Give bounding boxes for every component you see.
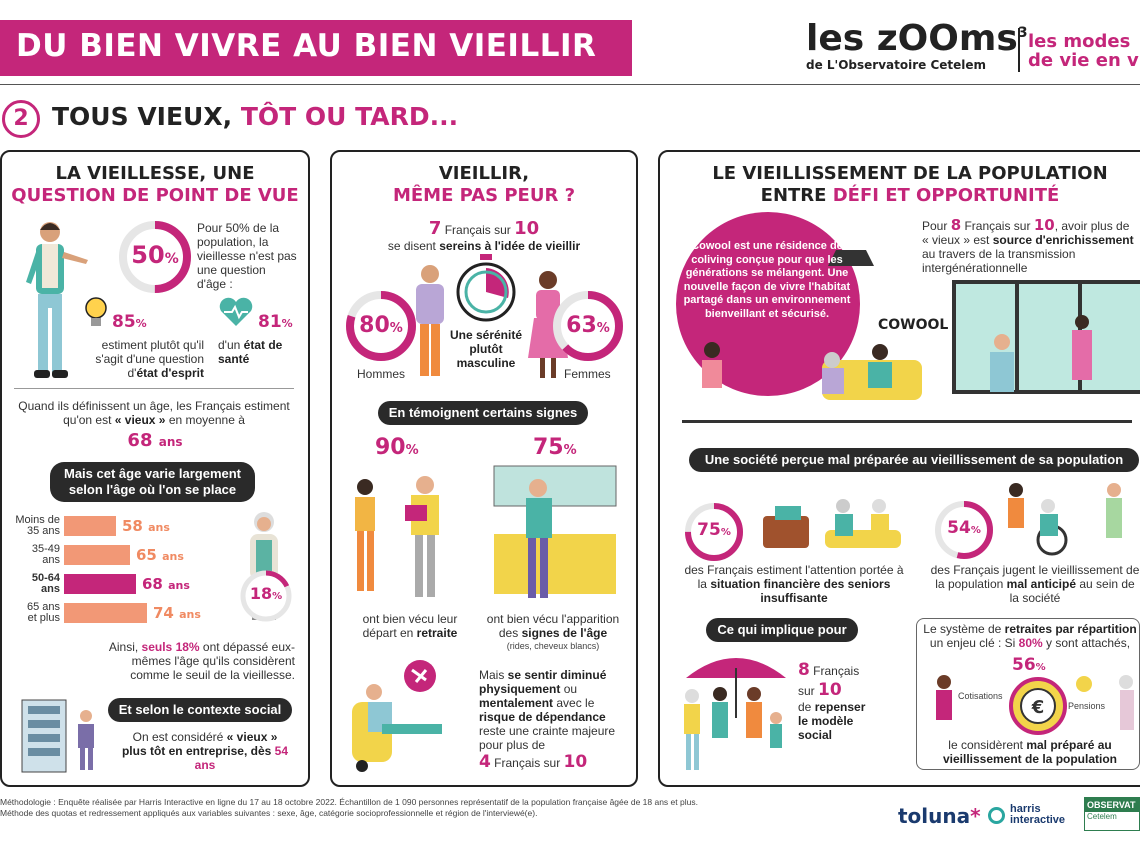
observatoire-logo[interactable]: OBSERVAT Cetelem: [1084, 797, 1140, 831]
cotisations-label: Cotisations: [958, 691, 1003, 701]
stat-85-text: estiment plutôt qu'il s'agit d'une quest…: [95, 338, 204, 380]
signes-value: 75%: [533, 435, 577, 460]
section-number-badge: 2: [2, 100, 40, 138]
retraites-value: 56%: [1012, 655, 1046, 675]
bar-value: 74 ans: [153, 604, 201, 622]
age-definition-text: Quand ils définissent un âge, les França…: [18, 399, 290, 427]
heart-icon: [219, 297, 253, 326]
femmes-value: 63%: [566, 313, 610, 338]
bar-label: Moins de 35 ans: [15, 514, 60, 537]
enrichissement-text: Pour 8 Français sur 10, avoir plus de « …: [922, 216, 1134, 276]
hommes-label: Hommes: [357, 367, 406, 381]
zooms-logo-subtitle: de L'Observatoire Cetelem: [806, 58, 987, 72]
ring-18-percent: [240, 570, 292, 622]
age-bar-chart: Moins de 35 ans 58 ans 35-49 ans 65 ans 50-64 a…: [0, 514, 310, 634]
stat-18-value: 18%: [249, 584, 283, 603]
bar-value: 58 ans: [122, 517, 170, 535]
page-banner: DU BIEN VIVRE AU BIEN VIEILLIR: [0, 20, 632, 76]
retraite-value: 90%: [375, 435, 419, 460]
series-title: les modes de vie en v: [1028, 31, 1139, 71]
toluna-logo[interactable]: toluna*: [898, 804, 981, 828]
bar-value: 65 ans: [136, 546, 184, 564]
pensions-label: Pensions: [1068, 701, 1106, 711]
hommes-value: 80%: [359, 313, 403, 338]
cowool-description: Cowool est une résidence de coliving con…: [683, 240, 851, 320]
methodology-note: Méthodologie : Enquête réalisée par Harr…: [0, 797, 698, 818]
toluna-star-icon: *: [970, 804, 981, 828]
stat-85-value: 85%: [112, 312, 147, 332]
ring-63-femmes: [553, 291, 623, 361]
panel3-title: LE VIEILLISSEMENT DE LA POPULATION ENTRE …: [712, 163, 1108, 206]
header-divider: [0, 84, 1140, 85]
cowool-logo: COWOOL: [878, 317, 949, 333]
serenite-masculine: Une sérénité plutôt masculine: [449, 328, 523, 370]
office-building-illustration: [21, 699, 94, 773]
coliving-scene-illustration: [676, 212, 1140, 423]
stat-54-text: des Français jugent le vieillissement de…: [930, 563, 1140, 605]
signes-note: (rides, cheveux blancs): [506, 641, 600, 651]
stat-18-text: Ainsi, seuls 18% ont dépassé eux-mêmes l…: [108, 640, 295, 682]
bar-value: 68 ans: [142, 575, 190, 593]
dependance-text: Mais se sentir diminué physiquement ou m…: [479, 668, 616, 752]
stat-50-text: Pour 50% de la population, la vieillesse…: [197, 221, 297, 291]
man-stressed-illustration: [416, 265, 444, 376]
retirement-party-illustration: [355, 476, 439, 597]
femmes-label: Femmes: [564, 367, 611, 381]
panel1-title: LA VIEILLESSE, UNE QUESTION DE POINT DE V…: [11, 163, 299, 206]
bar-label: 50-64 ans: [31, 572, 60, 595]
age-average-value: 68 ans: [127, 430, 183, 451]
pill-temoignent: En témoignent certains signes: [378, 401, 588, 425]
serene-stat: 7 Français sur 10 se disent sereins à l'…: [387, 218, 581, 253]
social-context-text: On est considéré « vieux » plus tôt en e…: [121, 730, 289, 772]
armchair-man-illustration: [352, 660, 442, 772]
retraites-conclusion: le considèrent mal préparé au vieillisse…: [942, 738, 1118, 766]
bar-label: 35-49 ans: [31, 543, 60, 566]
age-bar: [64, 516, 116, 536]
stat-75-value: 75%: [697, 520, 731, 540]
age-bar: [64, 603, 147, 623]
panel2-title: VIEILLIR, MÊME PAS PEUR ?: [392, 163, 576, 206]
stat-81-value: 81%: [258, 312, 293, 332]
section-title: TOUS VIEUX, TÔT OU TARD...: [52, 102, 459, 131]
modele-social-stat: 8 Français sur 10 de repenser le modèle …: [798, 660, 866, 742]
ring-80-hommes: [346, 291, 416, 361]
logo-divider: [1018, 28, 1020, 72]
euro-flow-illustration: €: [936, 675, 1134, 735]
panel1-divider: [14, 388, 294, 389]
harris-ring-icon: [988, 807, 1005, 824]
signes-text: ont bien vécu l'apparition des signes de…: [486, 612, 620, 640]
dependance-stat: 4 Français sur 10: [479, 752, 588, 772]
wheelchair-illustration: [1008, 483, 1122, 556]
pill-societe-mal-preparee: Une société perçue mal préparée au vieil…: [689, 448, 1139, 472]
family-umbrella-illustration: [684, 658, 786, 770]
age-bar: [64, 574, 136, 594]
pill-age-varie: Mais cet âge varie largement selon l'âge…: [50, 462, 255, 502]
stat-81-text: d'un état de santé: [218, 338, 283, 366]
bar-label: 65 ans et plus: [26, 601, 60, 624]
mirror-illustration: [493, 465, 617, 598]
age-bar: [64, 545, 130, 565]
man-illustration: [26, 222, 88, 378]
pill-contexte-social: Et selon le contexte social: [108, 698, 292, 722]
stat-54-value: 54%: [947, 518, 981, 538]
svg-text:€: €: [1031, 697, 1045, 718]
ring-50-percent: [119, 221, 191, 293]
zooms-logo[interactable]: les zOOms3: [806, 18, 1028, 59]
ring-75-percent: [685, 503, 743, 561]
ring-54-percent: [935, 501, 993, 559]
retraite-text: ont bien vécu leur départ en retraite: [362, 612, 458, 640]
wallet-seniors-illustration: [763, 499, 901, 548]
lightbulb-icon: [85, 297, 107, 326]
stopwatch-icon: [456, 254, 516, 322]
pill-ce-qui-implique: Ce qui implique pour: [706, 618, 858, 642]
stat-50-value: 50%: [131, 241, 179, 269]
harris-logo[interactable]: harris interactive: [988, 804, 1078, 828]
retraites-text: Le système de retraites par répartition …: [923, 622, 1137, 650]
stat-75-text: des Français estiment l'attention portée…: [684, 563, 904, 605]
